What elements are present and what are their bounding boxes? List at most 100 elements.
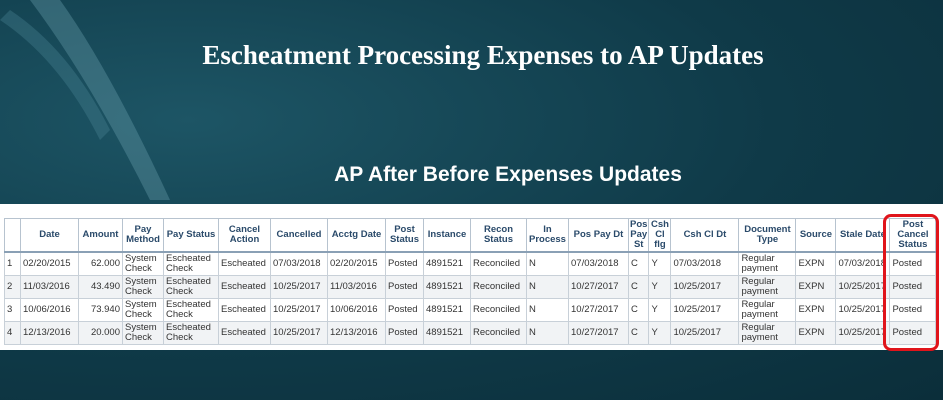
table-cell: 10/25/2017 xyxy=(670,275,740,299)
table-cell: C xyxy=(627,321,650,345)
table-cell: N xyxy=(526,275,569,299)
table-cell: 10/25/2017 xyxy=(835,275,891,299)
table-cell: 07/03/2018 xyxy=(670,251,740,276)
table-cell: 1 xyxy=(4,251,21,276)
column-header[interactable] xyxy=(4,218,21,253)
table-row[interactable]: 4 12/13/2016 20.000 System Check Escheated C… xyxy=(4,321,937,345)
table-cell: Escheated xyxy=(218,298,271,322)
column-header[interactable]: Post Status xyxy=(385,218,424,253)
table-cell: N xyxy=(526,321,569,345)
table-cell: Reconciled xyxy=(470,251,527,276)
column-header[interactable]: Cancelled xyxy=(270,218,328,253)
table-cell: 20.000 xyxy=(78,321,123,345)
table-cell: 4891521 xyxy=(423,275,471,299)
table-cell: 02/20/2015 xyxy=(20,251,79,276)
table-cell: Regular payment xyxy=(738,251,797,276)
expenses-table: Date Amount Pay Method Pay Status Cancel Act… xyxy=(4,218,937,345)
table-cell: 10/25/2017 xyxy=(270,298,328,322)
table-cell: Posted xyxy=(385,321,424,345)
table-cell: System Check xyxy=(122,298,164,322)
table-cell: 10/25/2017 xyxy=(270,321,328,345)
column-header[interactable]: Post Cancel Status xyxy=(889,218,937,253)
table-cell: Reconciled xyxy=(470,321,527,345)
table-cell: 12/13/2016 xyxy=(327,321,386,345)
table-cell: Posted xyxy=(385,298,424,322)
table-cell: 11/03/2016 xyxy=(20,275,79,299)
table-cell: Posted xyxy=(889,298,937,322)
table-cell: Posted xyxy=(889,321,937,345)
table-cell: 07/03/2018 xyxy=(270,251,328,276)
column-header[interactable]: Instance xyxy=(423,218,471,253)
table-cell: EXPN xyxy=(795,275,837,299)
column-header[interactable]: Pos Pay Dt xyxy=(568,218,629,253)
table-cell: 2 xyxy=(4,275,21,299)
table-cell: 10/27/2017 xyxy=(568,298,629,322)
table-cell: 10/27/2017 xyxy=(568,275,629,299)
table-cell: C xyxy=(627,251,650,276)
table-cell: System Check xyxy=(122,251,164,276)
table-cell: Regular payment xyxy=(738,275,797,299)
column-header[interactable]: Date xyxy=(20,218,79,253)
table-cell: Y xyxy=(648,251,672,276)
section-subtitle: AP After Before Expenses Updates xyxy=(334,163,682,186)
table-cell: 73.940 xyxy=(78,298,123,322)
table-cell: Y xyxy=(648,275,672,299)
slide-title: Escheatment Processing Expenses to AP Up… xyxy=(202,40,764,70)
table-cell: N xyxy=(526,251,569,276)
table-cell: 43.490 xyxy=(78,275,123,299)
table-cell: Escheated Check xyxy=(163,251,219,276)
table-cell: 62.000 xyxy=(78,251,123,276)
table-cell: Y xyxy=(648,298,672,322)
decorative-swoosh-icon xyxy=(0,0,170,200)
table-cell: System Check xyxy=(122,321,164,345)
table-cell: 10/25/2017 xyxy=(670,298,740,322)
table-cell: Regular payment xyxy=(738,298,797,322)
table-row[interactable]: 2 11/03/2016 43.490 System Check Escheated C… xyxy=(4,275,937,299)
table-cell: Escheated Check xyxy=(163,298,219,322)
table-cell: Y xyxy=(648,321,672,345)
table-cell: N xyxy=(526,298,569,322)
column-header[interactable]: Csh Cl Dt xyxy=(670,218,740,253)
column-header[interactable]: Pos Pay St xyxy=(627,218,650,253)
table-cell: EXPN xyxy=(795,321,837,345)
table-cell: 10/06/2016 xyxy=(20,298,79,322)
table-cell: 10/06/2016 xyxy=(327,298,386,322)
table-row[interactable]: 3 10/06/2016 73.940 System Check Escheated C… xyxy=(4,298,937,322)
table-cell: Escheated xyxy=(218,251,271,276)
highlight-post-cancel-status xyxy=(883,214,939,351)
table-cell: 10/25/2017 xyxy=(835,298,891,322)
table-cell: 3 xyxy=(4,298,21,322)
table-cell: 07/03/2018 xyxy=(835,251,891,276)
column-header[interactable]: Cancel Action xyxy=(218,218,271,253)
column-header[interactable]: Recon Status xyxy=(470,218,527,253)
column-header[interactable]: Document Type xyxy=(738,218,797,253)
column-header[interactable]: Csh Cl flg xyxy=(648,218,672,253)
table-cell: 07/03/2018 xyxy=(568,251,629,276)
table-cell: 4891521 xyxy=(423,298,471,322)
table-cell: Posted xyxy=(385,275,424,299)
table-cell: 10/25/2017 xyxy=(270,275,328,299)
table-cell: 4 xyxy=(4,321,21,345)
table-cell: 02/20/2015 xyxy=(327,251,386,276)
table-cell: System Check xyxy=(122,275,164,299)
table-cell: EXPN xyxy=(795,251,837,276)
table-cell: Reconciled xyxy=(470,275,527,299)
column-header[interactable]: Pay Method xyxy=(122,218,164,253)
column-header[interactable]: Source xyxy=(795,218,837,253)
column-header[interactable]: In Process xyxy=(526,218,569,253)
table-cell: Escheated Check xyxy=(163,275,219,299)
table-cell: 10/25/2017 xyxy=(835,321,891,345)
table-cell: C xyxy=(627,275,650,299)
table-cell: Escheated xyxy=(218,321,271,345)
column-header[interactable]: Amount xyxy=(78,218,123,253)
table-cell: Regular payment xyxy=(738,321,797,345)
column-header[interactable]: Stale Date xyxy=(835,218,891,253)
table-row[interactable]: 1 02/20/2015 62.000 System Check Escheated C… xyxy=(4,251,937,276)
table-cell: 11/03/2016 xyxy=(327,275,386,299)
table-cell: EXPN xyxy=(795,298,837,322)
table-cell: 10/25/2017 xyxy=(670,321,740,345)
column-header[interactable]: Acctg Date xyxy=(327,218,386,253)
column-header[interactable]: Pay Status xyxy=(163,218,219,253)
table-cell: C xyxy=(627,298,650,322)
table-cell: Posted xyxy=(385,251,424,276)
